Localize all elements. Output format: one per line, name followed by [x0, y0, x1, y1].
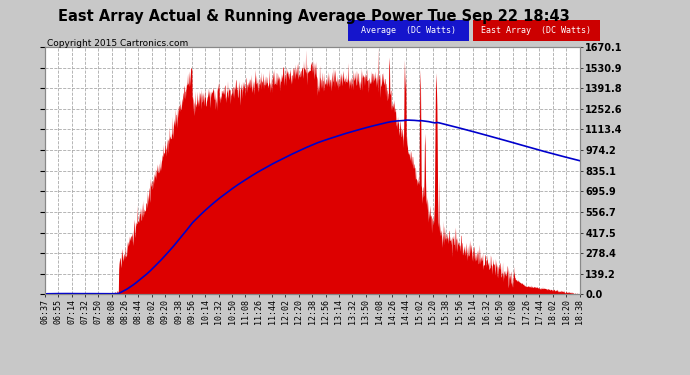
Text: Copyright 2015 Cartronics.com: Copyright 2015 Cartronics.com [47, 39, 188, 48]
Text: East Array  (DC Watts): East Array (DC Watts) [482, 26, 591, 35]
Text: East Array Actual & Running Average Power Tue Sep 22 18:43: East Array Actual & Running Average Powe… [58, 9, 570, 24]
Text: Average  (DC Watts): Average (DC Watts) [362, 26, 456, 35]
